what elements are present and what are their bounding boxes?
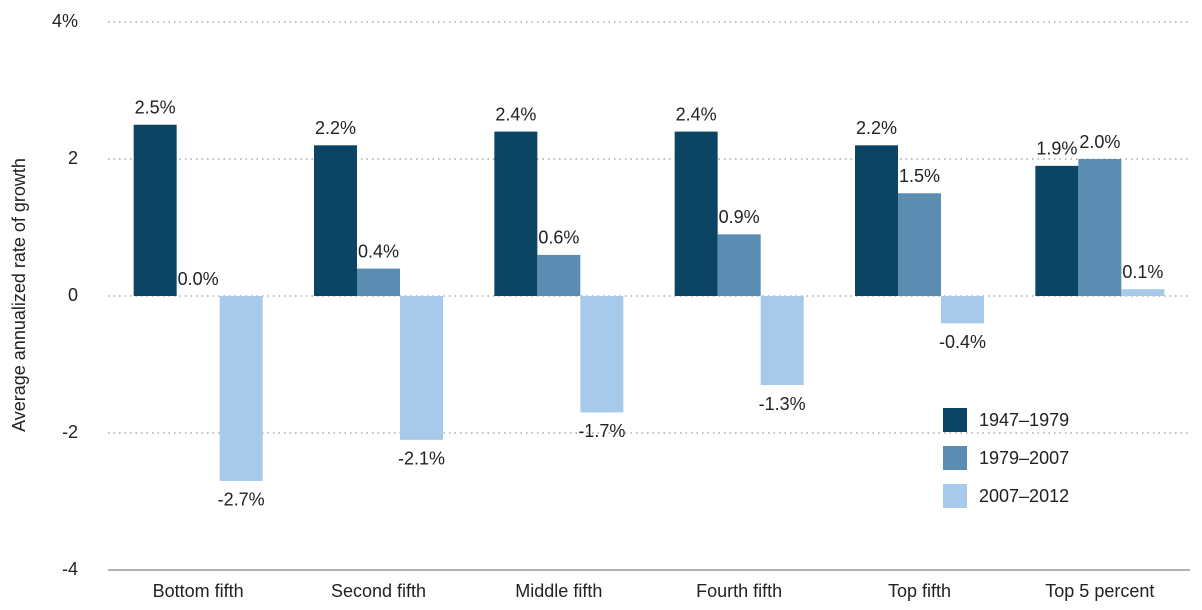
value-label: 2.4% [495, 104, 536, 124]
x-tick-label: Fourth fifth [696, 581, 782, 601]
bar [357, 268, 400, 296]
value-label: 2.2% [315, 118, 356, 138]
value-label: 0.0% [178, 269, 219, 289]
bar [580, 296, 624, 413]
value-label: 2.0% [1079, 132, 1120, 152]
y-tick-label: -4 [62, 559, 78, 579]
bar [494, 131, 538, 296]
x-tick-label: Middle fifth [515, 581, 602, 601]
x-tick-label: Second fifth [331, 581, 426, 601]
bar [219, 296, 263, 481]
bar [941, 296, 984, 324]
value-label: 0.1% [1122, 262, 1163, 282]
bar [717, 234, 761, 296]
value-label: 0.9% [719, 207, 760, 227]
legend-swatch [943, 408, 967, 432]
bar [898, 193, 941, 296]
value-label: 2.4% [676, 104, 717, 124]
bar [1035, 165, 1079, 296]
bar [400, 296, 443, 440]
y-tick-label: 4% [52, 11, 78, 31]
legend-label: 1979–2007 [979, 448, 1069, 468]
value-label: 2.5% [135, 98, 176, 118]
bar [537, 254, 581, 296]
legend-label: 1947–1979 [979, 410, 1069, 430]
value-label: -0.4% [939, 332, 986, 352]
bar [674, 131, 718, 296]
bar [760, 296, 804, 386]
y-tick-label: 0 [68, 285, 78, 305]
value-label: 1.5% [899, 166, 940, 186]
legend-swatch [943, 484, 967, 508]
x-tick-label: Top 5 percent [1045, 581, 1154, 601]
bar [133, 124, 177, 296]
y-tick-label: 2 [68, 148, 78, 168]
value-label: -1.3% [759, 394, 806, 414]
value-label: -2.1% [398, 449, 445, 469]
x-tick-label: Top fifth [888, 581, 951, 601]
value-label: 0.4% [358, 241, 399, 261]
x-tick-label: Bottom fifth [153, 581, 244, 601]
legend-label: 2007–2012 [979, 486, 1069, 506]
y-axis-label: Average annualized rate of growth [9, 158, 29, 432]
legend-swatch [943, 446, 967, 470]
value-label: 2.2% [856, 118, 897, 138]
value-label: -1.7% [578, 421, 625, 441]
bar [1121, 289, 1165, 296]
bar [1078, 159, 1122, 296]
value-label: -2.7% [218, 490, 265, 510]
value-label: 0.6% [538, 228, 579, 248]
bar [855, 145, 898, 296]
bar [314, 145, 357, 296]
y-tick-label: -2 [62, 422, 78, 442]
value-label: 1.9% [1036, 139, 1077, 159]
